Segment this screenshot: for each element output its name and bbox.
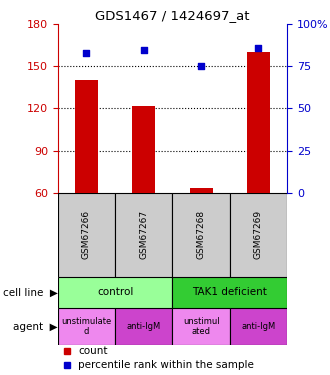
Text: GSM67266: GSM67266 — [82, 210, 91, 259]
Text: GSM67269: GSM67269 — [254, 210, 263, 259]
Text: anti-IgM: anti-IgM — [127, 322, 161, 331]
Bar — [58, 277, 173, 308]
Bar — [132, 106, 155, 192]
Text: count: count — [79, 346, 108, 356]
Point — [84, 50, 89, 56]
Bar — [173, 308, 230, 345]
Bar — [173, 277, 287, 308]
Bar — [230, 192, 287, 277]
Text: GSM67267: GSM67267 — [139, 210, 148, 259]
Text: cell line  ▶: cell line ▶ — [3, 287, 58, 297]
Text: unstimulate
d: unstimulate d — [61, 317, 112, 336]
Bar — [115, 308, 173, 345]
Text: percentile rank within the sample: percentile rank within the sample — [79, 360, 254, 370]
Text: anti-IgM: anti-IgM — [241, 322, 276, 331]
Point — [198, 63, 204, 69]
Bar — [190, 188, 213, 192]
Point — [256, 45, 261, 51]
Bar — [58, 308, 115, 345]
Bar — [173, 192, 230, 277]
Text: GSM67268: GSM67268 — [197, 210, 206, 259]
Text: TAK1 deficient: TAK1 deficient — [192, 287, 267, 297]
Bar — [58, 192, 115, 277]
Point — [141, 46, 147, 53]
Bar — [75, 80, 98, 192]
Bar — [230, 308, 287, 345]
Bar — [247, 53, 270, 192]
Bar — [115, 192, 173, 277]
Text: unstimul
ated: unstimul ated — [183, 317, 219, 336]
Text: control: control — [97, 287, 133, 297]
Title: GDS1467 / 1424697_at: GDS1467 / 1424697_at — [95, 9, 250, 22]
Text: agent  ▶: agent ▶ — [13, 322, 58, 332]
